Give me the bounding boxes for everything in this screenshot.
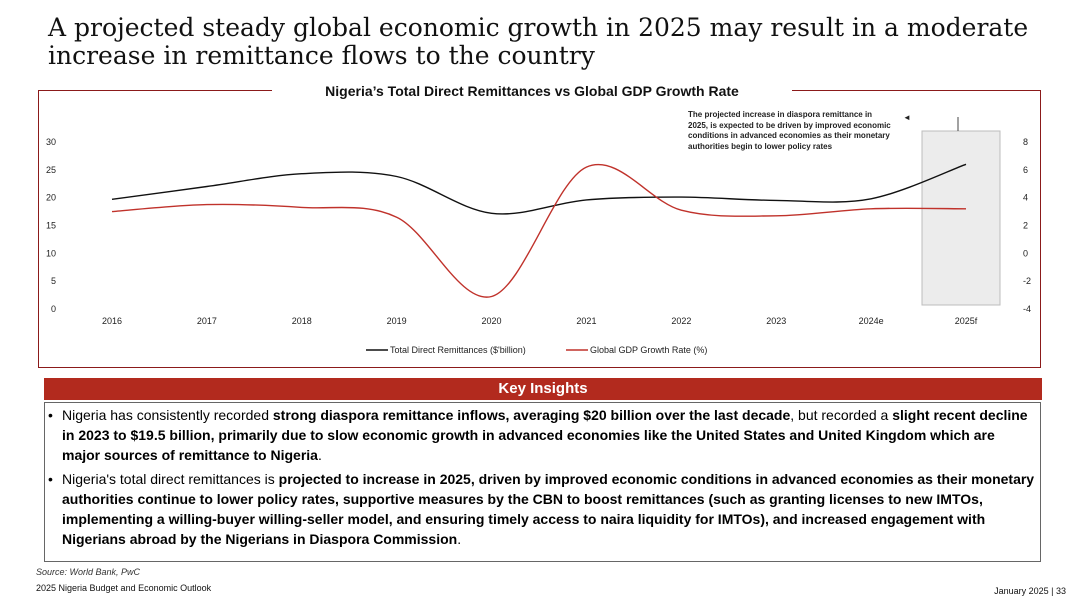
x-tick-label: 2022: [671, 316, 691, 326]
y-right-tick-label: 8: [1023, 137, 1028, 147]
y-left-tick-label: 0: [51, 304, 56, 314]
chart: 0 5 10 15 20 25 30 -4 -2 0 2 4 6 8 2016 2017 2018 2019 2…: [46, 113, 1031, 355]
insight-bullet: • Nigeria has consistently recorded stron…: [46, 405, 1036, 465]
x-tick-label: 2016: [102, 316, 122, 326]
x-tick-label: 2024e: [859, 316, 884, 326]
x-tick-label: 2021: [576, 316, 596, 326]
x-tick-label: 2017: [197, 316, 217, 326]
source-note: Source: World Bank, PwC: [36, 567, 141, 577]
forecast-highlight: [921, 130, 1001, 306]
chart-title: Nigeria’s Total Direct Remittances vs Gl…: [272, 82, 792, 100]
y-left-tick-label: 30: [46, 137, 56, 147]
y-left-tick-label: 15: [46, 221, 56, 231]
chart-annotation: The projected increase in diaspora remit…: [688, 110, 891, 151]
y-right-tick-label: 6: [1023, 165, 1028, 175]
remittances-series-line: [111, 163, 967, 215]
y-left-tick-label: 10: [46, 248, 56, 258]
insight-text: .: [317, 447, 322, 463]
gdp-growth-series-line: [111, 164, 967, 298]
legend-label: Total Direct Remittances ($'billion): [390, 345, 526, 355]
insight-emphasis: slight recent decline in 2023 to $19.5 b…: [62, 407, 1028, 463]
insight-text: .: [457, 531, 462, 547]
key-insights-box: [44, 402, 1041, 562]
x-tick-label: 2018: [292, 316, 312, 326]
insight-emphasis: strong diaspora remittance inflows, aver…: [272, 407, 791, 423]
y-left-tick-label: 5: [51, 276, 56, 286]
y-right-tick-label: 0: [1023, 248, 1028, 258]
y-right-tick-label: -2: [1023, 276, 1031, 286]
x-tick-label: 2020: [482, 316, 502, 326]
annotation-arrow-icon: ◄: [903, 113, 911, 122]
x-tick-label: 2025f: [955, 316, 978, 326]
bullet-icon: •: [48, 471, 53, 487]
bullet-icon: •: [48, 407, 53, 423]
insight-text: , but recorded a: [790, 407, 893, 423]
y-left-tick-label: 25: [46, 165, 56, 175]
x-tick-label: 2019: [387, 316, 407, 326]
key-insights-list: • Nigeria has consistently recorded stron…: [46, 405, 1036, 553]
legend-label: Global GDP Growth Rate (%): [590, 345, 707, 355]
insight-emphasis: projected to increase in 2025, driven by…: [62, 471, 1035, 547]
y-right-tick-label: 2: [1023, 221, 1028, 231]
insight-text: Nigeria's total direct remittances is: [62, 471, 279, 487]
key-insights-header: Key Insights: [44, 378, 1042, 400]
y-right-tick-label: 4: [1023, 193, 1028, 203]
footer-title: 2025 Nigeria Budget and Economic Outlook: [36, 583, 212, 593]
insight-text: Nigeria has consistently recorded: [62, 407, 273, 423]
footer-page: January 2025 | 33: [994, 586, 1066, 596]
page-title: A projected steady global economic growt…: [48, 13, 1029, 70]
y-right-tick-label: -4: [1023, 304, 1031, 314]
y-left-tick-label: 20: [46, 193, 56, 203]
x-tick-label: 2023: [766, 316, 786, 326]
insight-bullet: • Nigeria's total direct remittances is p…: [46, 469, 1036, 549]
